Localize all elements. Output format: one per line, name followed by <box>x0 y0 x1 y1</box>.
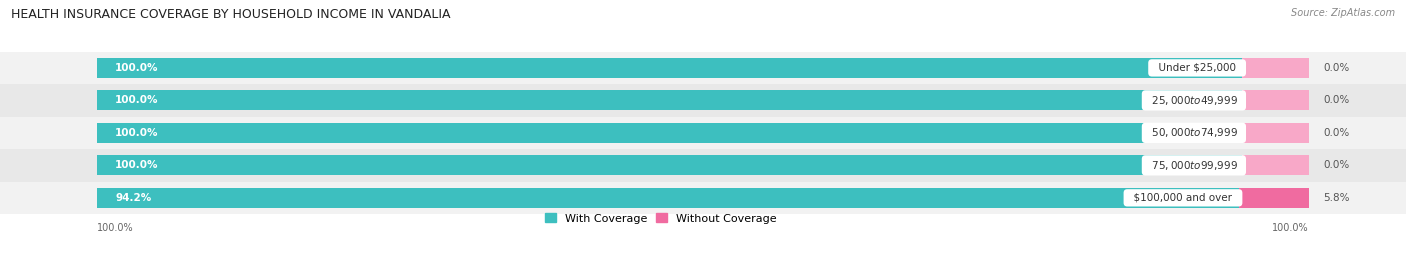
Text: 5.8%: 5.8% <box>1323 193 1350 203</box>
Bar <box>0 117 1406 149</box>
Text: 94.2%: 94.2% <box>115 193 152 203</box>
Bar <box>1239 188 1309 208</box>
Bar <box>1243 90 1309 111</box>
Text: 0.0%: 0.0% <box>1323 160 1350 170</box>
Text: Source: ZipAtlas.com: Source: ZipAtlas.com <box>1291 8 1395 18</box>
Text: 100.0%: 100.0% <box>97 223 134 233</box>
Bar <box>0 149 1406 182</box>
Text: $75,000 to $99,999: $75,000 to $99,999 <box>1146 159 1243 172</box>
Text: Under $25,000: Under $25,000 <box>1152 63 1243 73</box>
Text: $50,000 to $74,999: $50,000 to $74,999 <box>1146 126 1243 139</box>
Text: 100.0%: 100.0% <box>115 160 159 170</box>
Bar <box>97 188 1239 208</box>
Text: 0.0%: 0.0% <box>1323 128 1350 138</box>
Bar <box>97 155 1243 175</box>
Bar <box>0 52 1406 84</box>
Text: 0.0%: 0.0% <box>1323 95 1350 105</box>
Text: $100,000 and over: $100,000 and over <box>1128 193 1239 203</box>
Bar <box>97 58 1243 78</box>
Bar <box>97 90 1243 111</box>
Legend: With Coverage, Without Coverage: With Coverage, Without Coverage <box>546 213 776 224</box>
Text: 100.0%: 100.0% <box>115 128 159 138</box>
Bar <box>1243 123 1309 143</box>
Text: 100.0%: 100.0% <box>115 63 159 73</box>
Text: HEALTH INSURANCE COVERAGE BY HOUSEHOLD INCOME IN VANDALIA: HEALTH INSURANCE COVERAGE BY HOUSEHOLD I… <box>11 8 451 21</box>
Text: $25,000 to $49,999: $25,000 to $49,999 <box>1146 94 1243 107</box>
Text: 100.0%: 100.0% <box>115 95 159 105</box>
Text: 0.0%: 0.0% <box>1323 63 1350 73</box>
Bar <box>97 123 1243 143</box>
Text: 100.0%: 100.0% <box>1272 223 1309 233</box>
Bar <box>0 84 1406 117</box>
Bar <box>1243 155 1309 175</box>
Bar <box>1243 58 1309 78</box>
Bar <box>0 182 1406 214</box>
